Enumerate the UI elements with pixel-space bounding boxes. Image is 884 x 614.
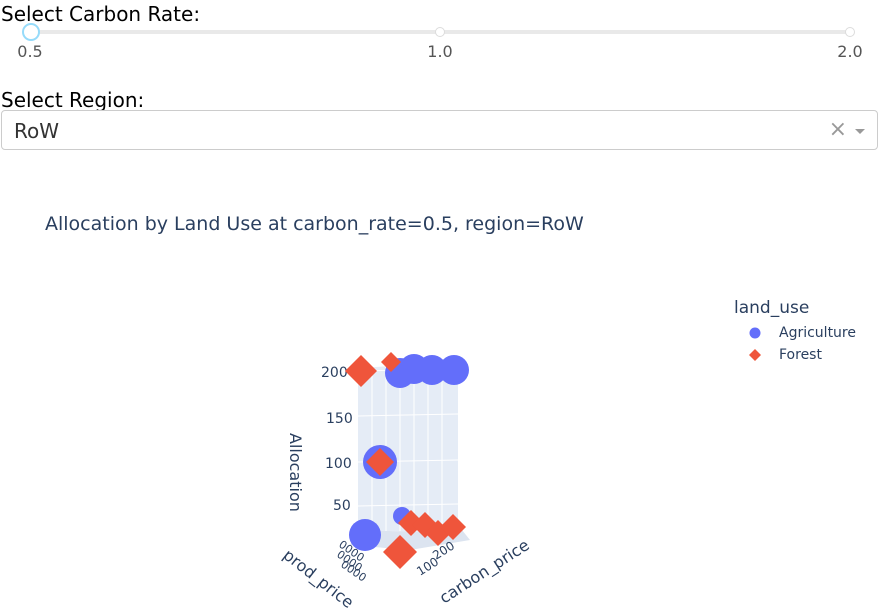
slider-mark-2.0[interactable] — [845, 27, 855, 37]
chart-title: Allocation by Land Use at carbon_rate=0.… — [45, 213, 584, 235]
carbon-rate-slider[interactable]: 0.5 1.0 2.0 — [17, 22, 863, 62]
z-tick-label: 150 — [326, 411, 353, 427]
marker-agriculture[interactable] — [417, 355, 447, 385]
slider-tick-label[interactable]: 2.0 — [837, 42, 863, 61]
marker-agriculture[interactable] — [439, 355, 469, 385]
z-tick-label: 200 — [321, 365, 348, 381]
back-pane — [358, 366, 458, 532]
legend-label: Forest — [779, 347, 822, 363]
marker-agriculture[interactable] — [349, 519, 381, 551]
marker-forest[interactable] — [383, 535, 417, 569]
region-selected-value[interactable]: RoW — [14, 119, 60, 143]
region-dropdown[interactable]: RoW × — [1, 110, 878, 150]
legend-item-forest[interactable]: Forest — [734, 344, 856, 366]
region-label: Select Region: — [1, 88, 145, 112]
series-agriculture[interactable] — [349, 354, 469, 551]
close-icon[interactable]: × — [828, 117, 847, 142]
marker-forest[interactable] — [366, 448, 394, 476]
marker-forest[interactable] — [345, 355, 377, 387]
series-forest[interactable] — [345, 352, 466, 569]
slider-tick-label[interactable]: 1.0 — [427, 42, 453, 61]
carbon-rate-label: Select Carbon Rate: — [1, 2, 201, 26]
marker-forest[interactable] — [381, 352, 401, 372]
scatter-3d-plot[interactable]: 200 150 100 50 Allocation prod_price car… — [0, 240, 884, 614]
diamond-icon — [749, 349, 761, 361]
z-tick-label: 100 — [325, 456, 352, 472]
legend-item-agriculture[interactable]: Agriculture — [734, 322, 856, 344]
legend-label: Agriculture — [779, 325, 856, 341]
circle-icon — [749, 327, 761, 339]
marker-forest[interactable] — [440, 514, 466, 540]
z-axis-title: Allocation — [286, 433, 305, 512]
legend-title: land_use — [734, 298, 810, 318]
slider-handle[interactable] — [22, 23, 40, 41]
slider-mark-1.0[interactable] — [435, 27, 445, 37]
slider-tick-label[interactable]: 0.5 — [17, 42, 43, 61]
chevron-down-icon[interactable] — [855, 129, 865, 134]
legend: land_use Agriculture Forest — [734, 298, 856, 366]
z-tick-label: 50 — [333, 498, 351, 514]
